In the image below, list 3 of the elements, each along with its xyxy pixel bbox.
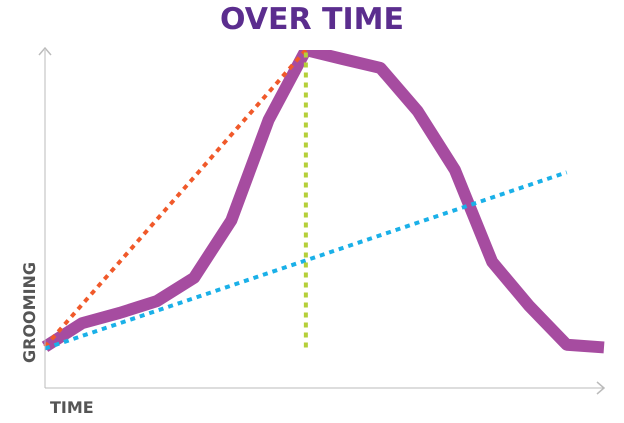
x-axis-title: TIME	[50, 398, 94, 417]
chart-title: OVER TIME	[219, 2, 405, 37]
y-axis-title: GROOMING	[20, 262, 39, 363]
